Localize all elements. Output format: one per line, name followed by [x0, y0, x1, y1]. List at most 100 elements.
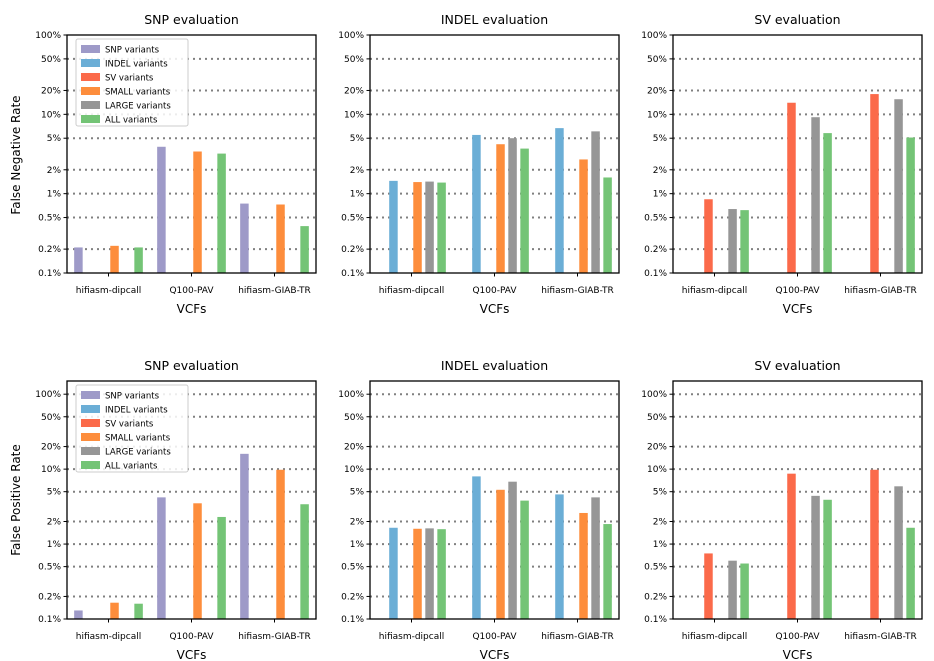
bar-all-hifiasm-dipcall: [437, 529, 446, 619]
x-tick-label: hifiasm-dipcall: [76, 286, 141, 296]
y-tick-label: 50%: [647, 413, 667, 423]
legend-label: LARGE variants: [105, 102, 171, 112]
bar-small-hifiasm-GIAB-TR: [579, 159, 588, 273]
legend-swatch: [81, 101, 100, 109]
legend-swatch: [81, 73, 100, 81]
x-axis-label: VCFs: [783, 648, 813, 661]
legend-box: [75, 384, 189, 473]
bar-small-hifiasm-GIAB-TR: [276, 469, 285, 619]
bar-sv-Q100-PAV: [787, 473, 796, 619]
y-tick-label: 1%: [350, 190, 365, 200]
x-axis-label: VCFs: [480, 302, 510, 316]
bar-large-hifiasm-GIAB-TR: [591, 131, 600, 273]
x-axis-label: VCFs: [783, 302, 813, 316]
bar-sv-hifiasm-GIAB-TR: [870, 469, 879, 619]
bar-small-Q100-PAV: [496, 144, 505, 273]
x-tick-label: hifiasm-GIAB-TR: [844, 286, 917, 296]
y-tick-label: 0.1%: [38, 269, 61, 279]
bar-sv-hifiasm-dipcall: [704, 553, 713, 619]
x-tick-label: hifiasm-dipcall: [379, 632, 444, 642]
y-tick-label: 1%: [350, 540, 365, 550]
legend-label: SNP variants: [105, 392, 160, 402]
y-tick-label: 5%: [350, 488, 365, 498]
y-tick-label: 100%: [338, 31, 364, 41]
bar-large-hifiasm-dipcall: [728, 560, 737, 619]
y-tick-label: 100%: [35, 390, 61, 400]
bar-all-hifiasm-GIAB-TR: [906, 527, 915, 619]
y-tick-label: 0.1%: [341, 269, 364, 279]
legend-label: SV variants: [105, 74, 154, 84]
bar-sv-Q100-PAV: [787, 102, 796, 273]
y-tick-label: 0.1%: [644, 615, 667, 625]
y-tick-label: 5%: [47, 134, 62, 144]
y-tick-label: 0.2%: [38, 592, 61, 602]
panel-6: 0.1% 0.2% 0.5% 1% 2% 5% 10% 20% 50% 100% hifiasm-d…: [641, 358, 923, 661]
legend-label: ALL variants: [105, 116, 158, 126]
bar-sv-hifiasm-dipcall: [704, 199, 713, 273]
bar-large-Q100-PAV: [811, 495, 820, 619]
y-tick-label: 0.5%: [644, 214, 667, 224]
y-tick-label: 50%: [344, 413, 364, 423]
bar-all-Q100-PAV: [823, 499, 832, 619]
y-tick-label: 20%: [647, 443, 667, 453]
legend-label: SMALL variants: [105, 434, 171, 444]
bar-small-hifiasm-dipcall: [110, 245, 119, 273]
legend-swatch: [81, 59, 100, 67]
x-tick-label: Q100-PAV: [169, 632, 214, 642]
y-tick-label: 20%: [41, 443, 61, 453]
panel-4: 0.1% 0.2% 0.5% 1% 2% 5% 10% 20% 50% 100% hifiasm-d…: [35, 358, 317, 661]
bar-snp-Q100-PAV: [157, 146, 166, 273]
y-tick-label: 100%: [641, 390, 667, 400]
legend-swatch: [81, 115, 100, 123]
y-tick-label: 10%: [41, 465, 61, 475]
y-tick-label: 20%: [344, 443, 364, 453]
legend-label: INDEL variants: [105, 406, 168, 416]
y-tick-label: 0.2%: [341, 245, 364, 255]
y-tick-label: 5%: [653, 134, 668, 144]
axes-frame: [672, 380, 923, 620]
y-tick-label: 50%: [647, 55, 667, 65]
chart-panels: 0.1% 0.2% 0.5% 1% 2% 5% 10% 20% 50% 100% hifiasm-d…: [35, 12, 923, 661]
bar-small-hifiasm-GIAB-TR: [276, 204, 285, 273]
bar-all-hifiasm-GIAB-TR: [300, 504, 309, 619]
x-tick-label: hifiasm-GIAB-TR: [541, 632, 614, 642]
bar-all-hifiasm-dipcall: [134, 603, 143, 619]
axes-frame: [369, 380, 620, 620]
legend: SNP variants INDEL variants SV variants SMA…: [75, 38, 189, 127]
bar-all-hifiasm-dipcall: [740, 210, 749, 273]
bar-snp-Q100-PAV: [157, 497, 166, 619]
chart-title: SV evaluation: [754, 12, 840, 27]
axes-frame: [66, 34, 317, 274]
x-tick-label: hifiasm-dipcall: [379, 286, 444, 296]
y-tick-label: 0.2%: [644, 592, 667, 602]
legend-swatch: [81, 447, 100, 455]
bar-indel-hifiasm-GIAB-TR: [555, 128, 564, 273]
axes-frame: [672, 34, 923, 274]
bar-small-hifiasm-dipcall: [413, 528, 422, 619]
bar-small-Q100-PAV: [193, 151, 202, 273]
bar-all-Q100-PAV: [217, 153, 226, 273]
y-tick-label: 10%: [344, 465, 364, 475]
bar-all-Q100-PAV: [217, 516, 226, 619]
x-tick-label: Q100-PAV: [775, 632, 820, 642]
y-tick-label: 100%: [641, 31, 667, 41]
chart-title: SNP evaluation: [144, 12, 239, 27]
x-tick-label: Q100-PAV: [472, 632, 517, 642]
y-tick-label: 10%: [41, 110, 61, 120]
bar-all-Q100-PAV: [520, 500, 529, 619]
bar-small-hifiasm-dipcall: [110, 602, 119, 619]
x-tick-label: Q100-PAV: [472, 286, 517, 296]
y-tick-label: 1%: [47, 190, 62, 200]
y-tick-label: 10%: [647, 110, 667, 120]
y-tick-label: 5%: [350, 134, 365, 144]
bar-all-Q100-PAV: [823, 133, 832, 273]
legend-swatch: [81, 405, 100, 413]
bar-all-hifiasm-dipcall: [740, 563, 749, 619]
bar-indel-hifiasm-dipcall: [389, 527, 398, 619]
y-tick-label: 0.2%: [341, 592, 364, 602]
legend-label: ALL variants: [105, 462, 158, 472]
bar-small-Q100-PAV: [193, 503, 202, 619]
bar-large-hifiasm-GIAB-TR: [894, 99, 903, 273]
legend: SNP variants INDEL variants SV variants SMA…: [75, 384, 189, 473]
